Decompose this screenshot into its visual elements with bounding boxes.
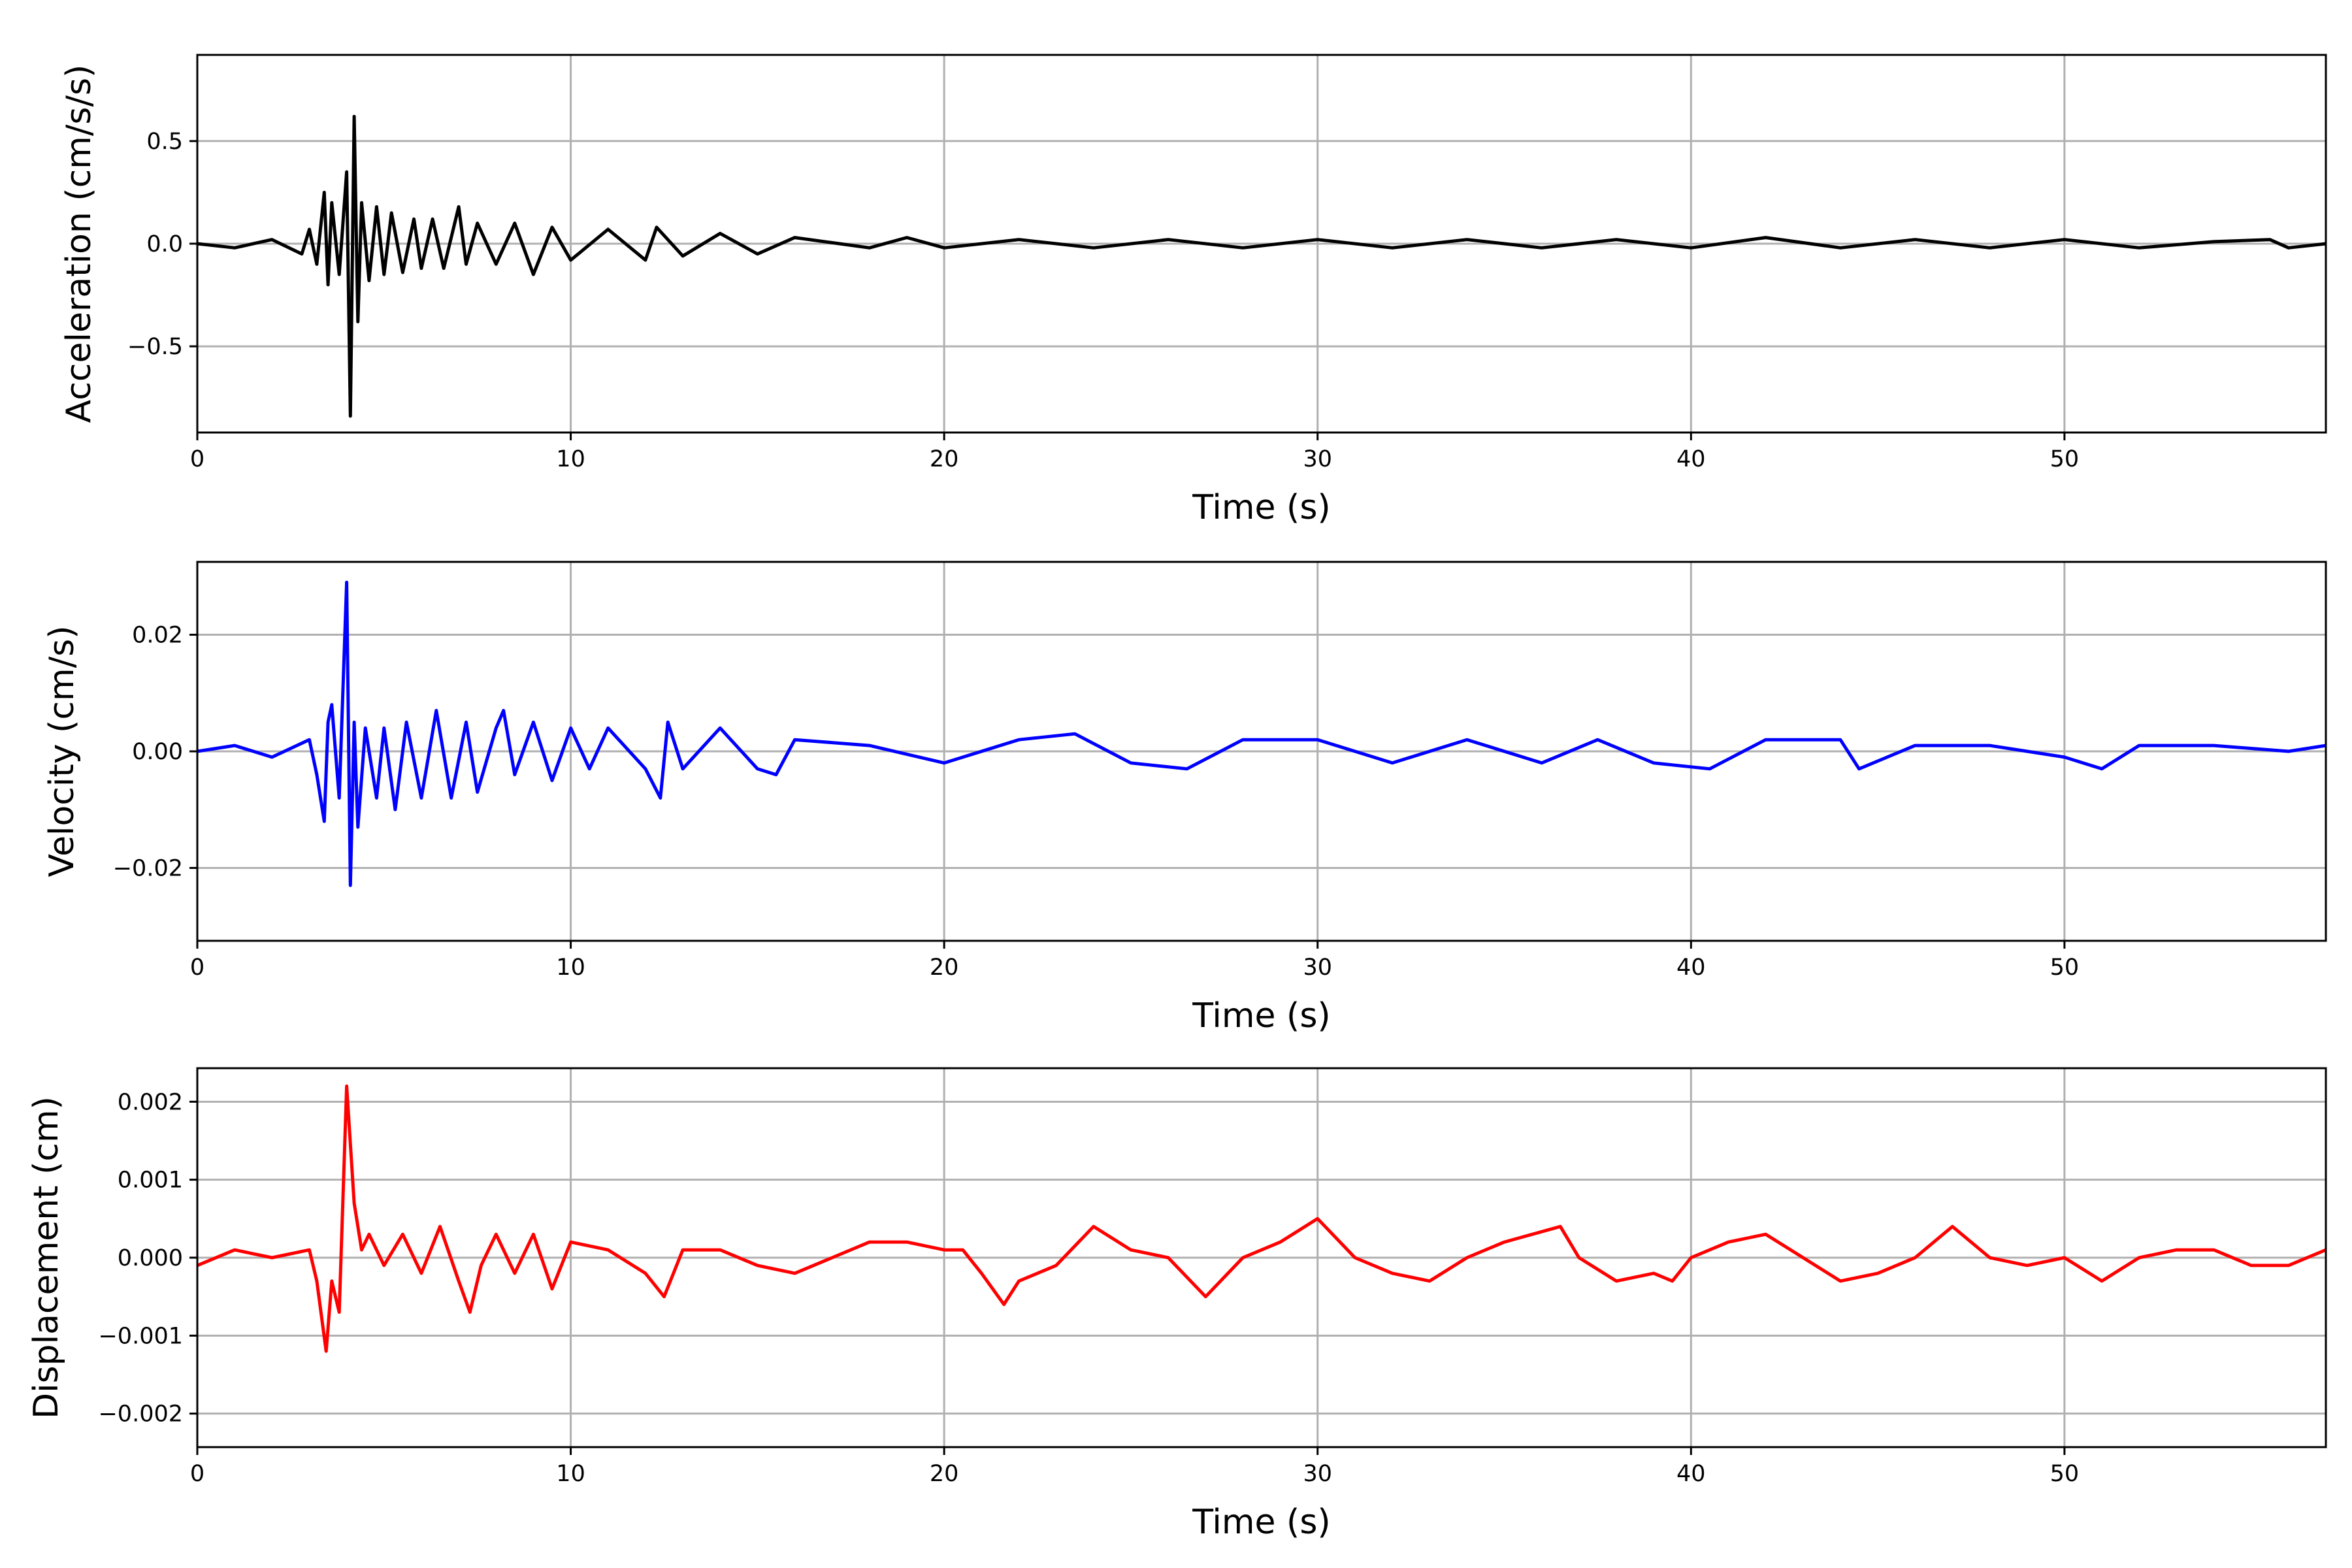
displacement-x-tick-label: 50 (2050, 1461, 2080, 1487)
acceleration-series-line (197, 114, 2326, 418)
velocity-x-tick-label: 10 (556, 955, 585, 981)
acceleration-x-tick-label: 30 (1303, 446, 1332, 472)
displacement-y-axis-label: Displacement (cm) (27, 1096, 66, 1419)
acceleration-y-axis-label: Acceleration (cm/s/s) (59, 65, 99, 423)
acceleration-y-tick-label: 0.5 (146, 129, 183, 155)
displacement-panel: 0 10 20 30 40 50 −0.002 −0.001 0.000 0.001 0.002 Ti… (27, 1067, 2327, 1542)
displacement-y-tick-label: 0.000 (118, 1245, 183, 1271)
acceleration-x-tick-label: 20 (930, 446, 959, 472)
velocity-y-axis-label: Velocity (cm/s) (42, 626, 82, 877)
velocity-series-line (197, 580, 2326, 887)
velocity-x-tick-label: 0 (190, 955, 204, 981)
velocity-y-tick-label: 0.02 (132, 623, 183, 649)
displacement-x-tick-label: 0 (190, 1461, 204, 1487)
displacement-x-tick-label: 40 (1676, 1461, 1706, 1487)
displacement-x-tick-label: 20 (930, 1461, 959, 1487)
displacement-x-axis-label: Time (s) (1192, 1503, 1330, 1542)
acceleration-x-axis-label: Time (s) (1192, 488, 1330, 527)
velocity-x-axis-label: Time (s) (1192, 996, 1330, 1036)
displacement-y-tick-label: −0.002 (98, 1401, 183, 1428)
panels: 0 10 20 30 40 50 −0.5 0.0 0.5 Time (s) Acceleratio… (27, 54, 2327, 1542)
acceleration-y-tick-label: −0.5 (127, 334, 183, 360)
acceleration-x-tick-label: 40 (1676, 446, 1706, 472)
velocity-x-tick-label: 40 (1676, 955, 1706, 981)
acceleration-panel: 0 10 20 30 40 50 −0.5 0.0 0.5 Time (s) Acceleratio… (59, 54, 2327, 527)
displacement-x-tick-label: 30 (1303, 1461, 1332, 1487)
velocity-x-tick-label: 50 (2050, 955, 2080, 981)
displacement-series-line (197, 1084, 2326, 1353)
velocity-x-tick-label: 20 (930, 955, 959, 981)
acceleration-x-tick-label: 0 (190, 446, 204, 472)
acceleration-x-tick-label: 50 (2050, 446, 2080, 472)
velocity-y-tick-label: −0.02 (113, 855, 183, 881)
displacement-y-tick-label: 0.002 (118, 1089, 183, 1115)
displacement-y-tick-label: 0.001 (118, 1168, 183, 1194)
velocity-y-tick-label: 0.00 (132, 739, 183, 765)
acceleration-x-tick-label: 10 (556, 446, 585, 472)
displacement-y-tick-label: −0.001 (98, 1323, 183, 1349)
acceleration-y-tick-label: 0.0 (146, 231, 183, 257)
displacement-x-tick-label: 10 (556, 1461, 585, 1487)
velocity-x-tick-label: 30 (1303, 955, 1332, 981)
velocity-panel: 0 10 20 30 40 50 −0.02 0.00 0.02 Time (s) Velocity… (42, 561, 2327, 1036)
